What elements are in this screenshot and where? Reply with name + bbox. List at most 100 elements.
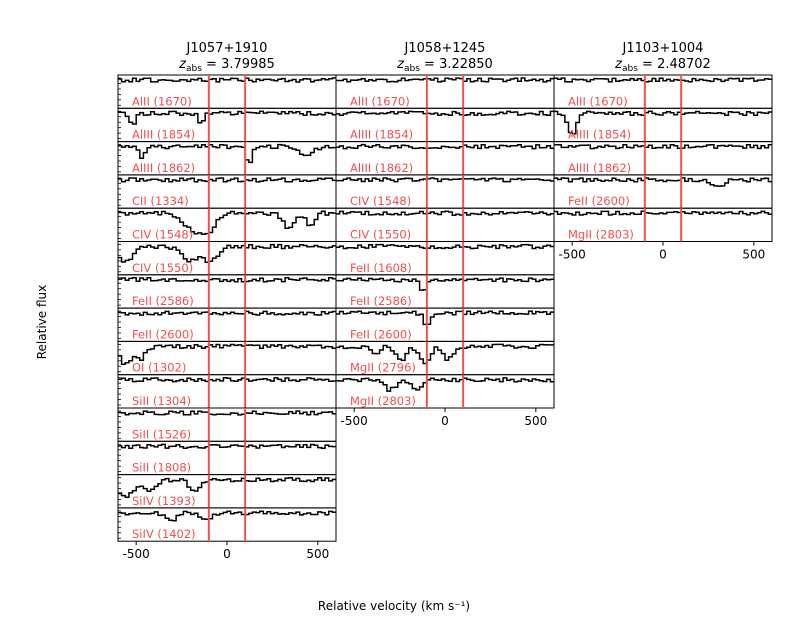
spectrum-line	[554, 177, 772, 187]
transition-label: AlII (1670)	[350, 94, 410, 108]
transition-label: CIV (1550)	[350, 228, 411, 242]
y-axis-label: Relative flux	[35, 285, 49, 359]
transition-label: FeII (1608)	[350, 261, 412, 275]
transition-label: AlIII (1854)	[568, 128, 631, 142]
spectrum-line	[554, 77, 772, 83]
spectrum-line	[336, 377, 554, 392]
spectrum-line	[336, 310, 554, 326]
row-6: CIV (1550)	[117, 241, 337, 276]
spectrum-line	[336, 177, 554, 183]
spectrum-line	[118, 377, 336, 383]
row-4: FeII (2600)	[553, 174, 773, 209]
redshift-subscript: abs	[622, 64, 638, 74]
spectrum-line	[118, 410, 336, 416]
row-8: FeII (2600)	[117, 307, 337, 342]
row-6: FeII (1608)	[335, 241, 555, 276]
spectrum-line	[336, 210, 554, 216]
x-tick-label: 500	[306, 547, 329, 561]
spectrum-line	[118, 243, 336, 264]
row-2: AlIII (1854)	[117, 107, 337, 143]
x-axis-label: Relative velocity (km s⁻¹)	[318, 599, 470, 613]
transition-label: AlIII (1862)	[350, 161, 413, 175]
x-tick-label: -500	[123, 547, 150, 561]
transition-label: AlIII (1854)	[350, 128, 413, 142]
row-9: OI (1302)	[117, 340, 337, 376]
transition-label: SiIV (1393)	[132, 494, 196, 508]
transition-label: SiIV (1402)	[132, 527, 196, 541]
transition-label: FeII (2600)	[350, 327, 412, 341]
spectrum-line	[118, 143, 336, 164]
transition-label: MgII (2796)	[350, 361, 416, 375]
x-tick-label: -500	[341, 414, 368, 428]
transition-label: FeII (2600)	[568, 194, 630, 208]
transition-label: FeII (2600)	[132, 327, 194, 341]
row-11: SiII (1526)	[117, 407, 337, 442]
transition-label: SiII (1808)	[132, 461, 191, 475]
row-1: AlII (1670)	[335, 74, 555, 109]
transition-label: AlIII (1862)	[132, 161, 195, 175]
redshift-subscript: abs	[404, 64, 420, 74]
row-8: FeII (2600)	[335, 307, 555, 342]
x-tick-label: -500	[559, 248, 586, 262]
spectrum-line	[336, 143, 554, 150]
row-12: SiII (1808)	[117, 440, 337, 476]
row-10: SiII (1304)	[117, 374, 337, 409]
x-tick-label: 0	[223, 547, 231, 561]
redshift-value: = 3.22850	[420, 57, 493, 72]
x-tick-label: 500	[742, 248, 765, 262]
spectrum-line	[118, 343, 336, 365]
x-tick-label: 0	[659, 248, 667, 262]
redshift-symbol: z	[396, 57, 405, 72]
row-7: FeII (2586)	[117, 274, 337, 309]
panel-redshift: zabs = 3.79985	[178, 57, 275, 74]
spectrum-line	[118, 210, 336, 236]
row-4: CII (1334)	[117, 174, 337, 209]
transition-label: AlII (1670)	[132, 94, 192, 108]
row-5: CIV (1548)	[117, 207, 337, 242]
transition-label: AlII (1670)	[568, 94, 628, 108]
transition-label: CII (1334)	[132, 194, 189, 208]
spectrum-line	[336, 343, 554, 365]
redshift-subscript: abs	[186, 64, 202, 74]
row-2: AlIII (1854)	[553, 107, 773, 143]
row-5: MgII (2803)	[553, 207, 773, 242]
transition-label: CIV (1550)	[132, 261, 193, 275]
row-10: MgII (2803)	[335, 374, 555, 409]
spectrum-line	[118, 310, 336, 316]
panel-redshift: zabs = 2.48702	[614, 57, 711, 74]
panel-title: J1058+1245	[404, 41, 486, 56]
spectrum-line	[336, 77, 554, 83]
spectrum-line	[118, 77, 336, 83]
transition-label: AlIII (1854)	[132, 128, 195, 142]
transition-label: FeII (2586)	[350, 294, 412, 308]
spectrum-line	[554, 210, 772, 216]
transition-label: SiII (1304)	[132, 394, 191, 408]
spectrum-line	[118, 443, 336, 450]
transition-label: MgII (2803)	[568, 228, 634, 242]
transition-label: OI (1302)	[132, 361, 186, 375]
transition-label: CIV (1548)	[350, 194, 411, 208]
spectrum-line	[554, 143, 772, 150]
spectrum-line	[118, 510, 336, 522]
spectrum-line	[336, 243, 554, 250]
row-14: SiIV (1402)	[117, 507, 337, 542]
redshift-symbol: z	[178, 57, 187, 72]
spectrum-line	[118, 110, 336, 125]
transition-label: SiII (1526)	[132, 427, 191, 441]
row-5: CIV (1550)	[335, 207, 555, 242]
row-13: SiIV (1393)	[117, 474, 337, 509]
x-tick-label: 500	[524, 414, 547, 428]
row-7: FeII (2586)	[335, 274, 555, 309]
row-1: AlII (1670)	[117, 74, 337, 109]
spectrum-line	[118, 177, 336, 183]
transition-label: MgII (2803)	[350, 394, 416, 408]
x-tick-label: 0	[441, 414, 449, 428]
panel-redshift: zabs = 3.22850	[396, 57, 493, 74]
transition-label: FeII (2586)	[132, 294, 194, 308]
spectrum-line	[336, 277, 554, 291]
